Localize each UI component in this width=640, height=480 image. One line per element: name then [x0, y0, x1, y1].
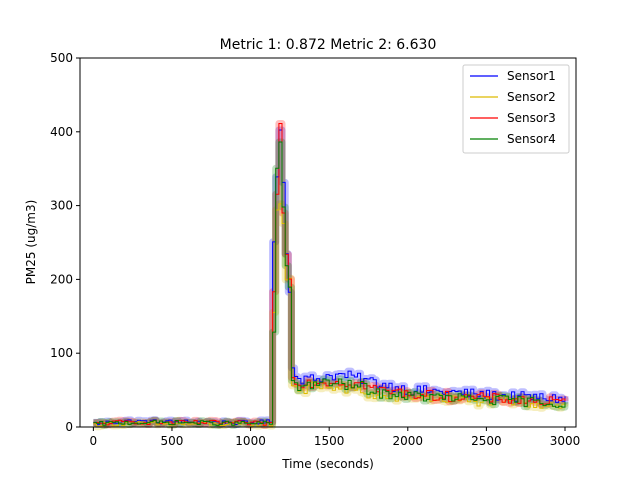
x-tick-label: 1500	[314, 434, 345, 448]
legend-label-sensor3: Sensor3	[507, 111, 556, 125]
y-tick-label: 300	[50, 199, 73, 213]
x-tick-label: 3000	[550, 434, 581, 448]
x-axis-ticks: 0 500 1000 1500 2000 2500 3000	[90, 427, 581, 448]
plot-frame	[79, 57, 577, 428]
legend-label-sensor1: Sensor1	[507, 69, 556, 83]
legend-label-sensor2: Sensor2	[507, 90, 556, 104]
series-lines	[93, 123, 566, 428]
x-axis-label: Time (seconds)	[281, 457, 374, 471]
y-axis-label: PM25 (ug/m3)	[24, 200, 38, 285]
x-tick-label: 1000	[235, 434, 266, 448]
x-tick-label: 2500	[471, 434, 502, 448]
x-tick-label: 500	[161, 434, 184, 448]
y-tick-label: 500	[50, 51, 73, 65]
legend-box	[462, 64, 570, 154]
y-tick-label: 200	[50, 272, 73, 286]
y-tick-label: 100	[50, 346, 73, 360]
legend: Sensor1 Sensor2 Sensor3 Sensor4	[462, 64, 570, 154]
x-tick-label: 0	[90, 434, 98, 448]
legend-label-sensor4: Sensor4	[507, 132, 556, 146]
x-tick-label: 2000	[393, 434, 424, 448]
y-tick-label: 400	[50, 125, 73, 139]
y-tick-label: 0	[65, 420, 73, 434]
chart-title: Metric 1: 0.872 Metric 2: 6.630	[220, 37, 437, 53]
y-axis-ticks: 0 100 200 300 400 500	[50, 51, 80, 434]
series-line-sensor4	[93, 141, 566, 426]
